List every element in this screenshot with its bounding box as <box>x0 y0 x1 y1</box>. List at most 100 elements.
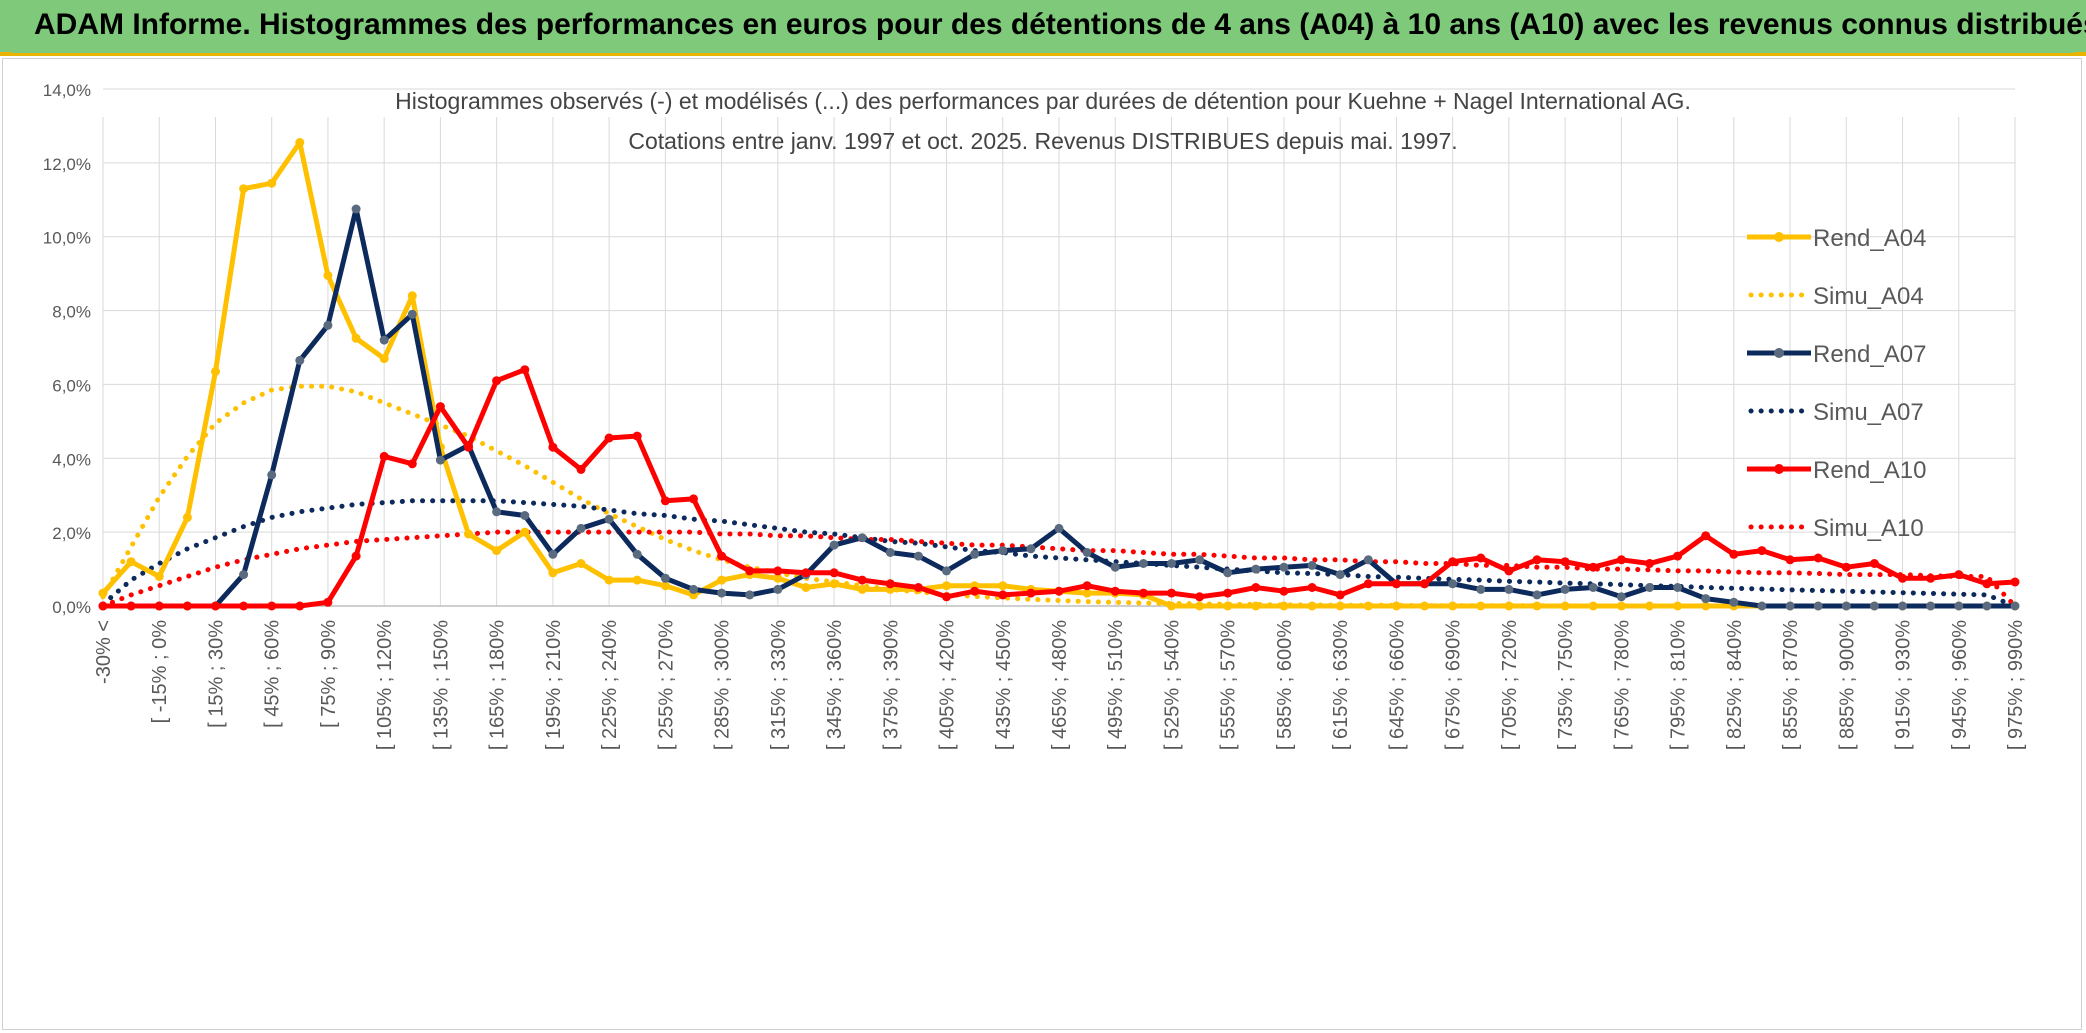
point-Rend_A07 <box>435 455 445 465</box>
point-Rend_A07 <box>492 507 502 517</box>
point-Rend_A10 <box>801 568 811 578</box>
point-Rend_A04 <box>1504 601 1514 611</box>
x-tick-label: [ 105% ; 120% <box>374 620 396 750</box>
point-Rend_A07 <box>1813 601 1823 611</box>
point-Rend_A07 <box>689 584 698 594</box>
point-Rend_A04 <box>379 354 389 364</box>
point-Rend_A07 <box>407 309 417 319</box>
point-Rend_A07 <box>1785 601 1795 611</box>
point-Rend_A04 <box>717 575 727 585</box>
point-Rend_A07 <box>970 549 980 559</box>
point-Rend_A10 <box>239 601 249 611</box>
legend-label: Rend_A04 <box>1813 225 1926 252</box>
point-Rend_A10 <box>1588 562 1598 572</box>
point-Rend_A07 <box>267 470 277 480</box>
point-Rend_A10 <box>464 442 473 452</box>
point-Rend_A07 <box>1082 548 1092 557</box>
point-Rend_A04 <box>154 572 164 581</box>
point-Rend_A04 <box>1420 601 1429 611</box>
x-tick-label: [ 345% ; 360% <box>824 620 846 750</box>
point-Rend_A07 <box>857 533 867 543</box>
point-Rend_A10 <box>1307 583 1317 592</box>
point-Rend_A07 <box>1645 583 1654 592</box>
legend-label: Rend_A10 <box>1813 457 1926 484</box>
point-Rend_A10 <box>1701 531 1711 541</box>
y-tick-label: 12,0% <box>43 155 91 174</box>
chart-subtitle: Cotations entre janv. 1997 et oct. 2025.… <box>628 128 1457 154</box>
point-Rend_A07 <box>1982 601 1992 611</box>
x-tick-label: [ 15% ; 30% <box>205 620 227 728</box>
point-Rend_A07 <box>660 573 670 583</box>
x-tick-label: [ 825% ; 840% <box>1724 620 1746 750</box>
point-Rend_A04 <box>857 584 867 594</box>
point-Rend_A10 <box>604 433 614 443</box>
point-Rend_A04 <box>942 581 951 591</box>
point-Rend_A10 <box>1448 557 1458 567</box>
point-Rend_A10 <box>154 601 164 611</box>
point-Rend_A07 <box>1841 601 1851 611</box>
point-Rend_A10 <box>829 568 839 578</box>
point-Rend_A10 <box>885 579 895 589</box>
point-Rend_A10 <box>689 494 698 504</box>
point-Rend_A04 <box>1307 601 1317 611</box>
point-Rend_A10 <box>1560 557 1570 567</box>
point-Rend_A07 <box>829 540 839 550</box>
chart-title: Histogrammes observés (-) et modélisés (… <box>395 88 1691 114</box>
point-Rend_A07 <box>548 549 558 559</box>
point-Rend_A07 <box>1110 562 1120 572</box>
point-Rend_A07 <box>1223 568 1233 578</box>
point-Rend_A10 <box>520 365 530 375</box>
point-Rend_A10 <box>1813 553 1823 563</box>
point-Rend_A10 <box>745 566 755 576</box>
point-Rend_A04 <box>267 178 277 188</box>
legend-item-Simu_A04: Simu_A04 <box>1748 283 1924 310</box>
x-tick-label: [ 615% ; 630% <box>1330 620 1352 750</box>
series-Simu_A10 <box>100 529 2018 609</box>
point-Rend_A07 <box>773 584 783 594</box>
point-Rend_A04 <box>98 588 108 598</box>
point-Rend_A04 <box>604 575 614 585</box>
point-Rend_A04 <box>801 583 811 592</box>
y-tick-label: 6,0% <box>52 376 91 395</box>
point-Rend_A10 <box>1195 592 1205 602</box>
point-Rend_A04 <box>1251 601 1261 611</box>
point-Rend_A07 <box>1701 594 1711 604</box>
banner-title: ADAM Informe. Histogrammes des performan… <box>34 8 2086 41</box>
point-Rend_A07 <box>1251 564 1261 574</box>
series-Rend_A07 <box>98 204 2020 611</box>
x-tick-label: [ 255% ; 270% <box>655 620 677 750</box>
point-Rend_A07 <box>1335 570 1345 580</box>
point-Rend_A10 <box>1420 579 1429 589</box>
point-Rend_A10 <box>1251 583 1261 592</box>
point-Rend_A07 <box>1729 597 1739 607</box>
point-Rend_A04 <box>1082 588 1092 598</box>
point-Rend_A04 <box>1476 601 1486 611</box>
point-Rend_A10 <box>1898 573 1907 583</box>
point-Rend_A04 <box>829 579 839 589</box>
point-Rend_A04 <box>1335 601 1345 611</box>
point-Rend_A10 <box>182 601 192 611</box>
legend-label: Simu_A07 <box>1813 399 1924 426</box>
point-Rend_A10 <box>1841 562 1851 572</box>
point-Rend_A10 <box>126 601 136 611</box>
series-layer <box>98 138 2020 611</box>
point-Rend_A10 <box>1138 588 1148 598</box>
x-tick-label: [ 795% ; 810% <box>1668 620 1690 750</box>
legend-label: Simu_A10 <box>1813 515 1924 542</box>
point-Rend_A10 <box>576 464 586 474</box>
point-Rend_A10 <box>1082 581 1092 591</box>
point-Rend_A10 <box>1363 579 1373 589</box>
point-Rend_A04 <box>1279 601 1289 611</box>
y-tick-label: 14,0% <box>43 81 91 100</box>
point-Rend_A10 <box>1279 586 1289 596</box>
point-Rend_A04 <box>1448 601 1458 611</box>
x-tick-label: [ 375% ; 390% <box>880 620 902 750</box>
point-Rend_A10 <box>773 566 783 576</box>
point-Rend_A07 <box>1560 584 1570 594</box>
legend-label: Simu_A04 <box>1813 283 1924 310</box>
x-tick-label: [ 735% ; 750% <box>1555 620 1577 750</box>
point-Rend_A07 <box>1279 562 1289 572</box>
point-Rend_A10 <box>98 601 108 611</box>
point-Rend_A10 <box>1954 570 1964 580</box>
point-Rend_A10 <box>1223 588 1233 598</box>
